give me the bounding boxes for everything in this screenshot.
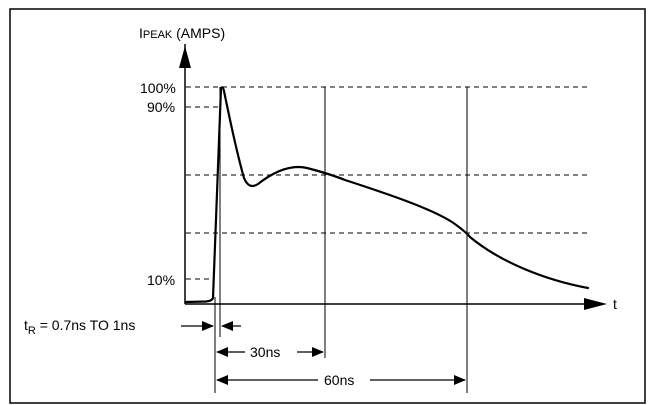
diagram-frame <box>9 8 646 404</box>
y-axis-arrowhead <box>179 46 191 68</box>
rise-time-label: tR = 0.7ns TO 1ns <box>24 317 135 337</box>
rise-time-suffix: = 0.7ns TO 1ns <box>36 317 136 333</box>
time-markers <box>214 87 468 393</box>
y-tick-100: 100% <box>140 80 176 96</box>
t60-label: 60ns <box>324 372 354 388</box>
rise-time-subscript: R <box>28 325 36 337</box>
x-axis-arrowhead <box>584 298 607 310</box>
t30-label: 30ns <box>250 344 280 360</box>
rise-time-prefix: t <box>24 317 28 333</box>
y-axis-label-suffix: (AMPS) <box>172 25 225 41</box>
x-axis-label: t <box>613 296 617 312</box>
y-tick-90: 90% <box>147 99 175 115</box>
y-tick-10: 10% <box>147 272 175 288</box>
y-axis-label-prefix: I <box>139 25 143 41</box>
reference-lines <box>186 86 587 280</box>
current-waveform <box>184 86 590 304</box>
y-axis-label-subscript: PEAK <box>143 29 173 41</box>
y-axis-label: IPEAK (AMPS) <box>139 25 225 41</box>
